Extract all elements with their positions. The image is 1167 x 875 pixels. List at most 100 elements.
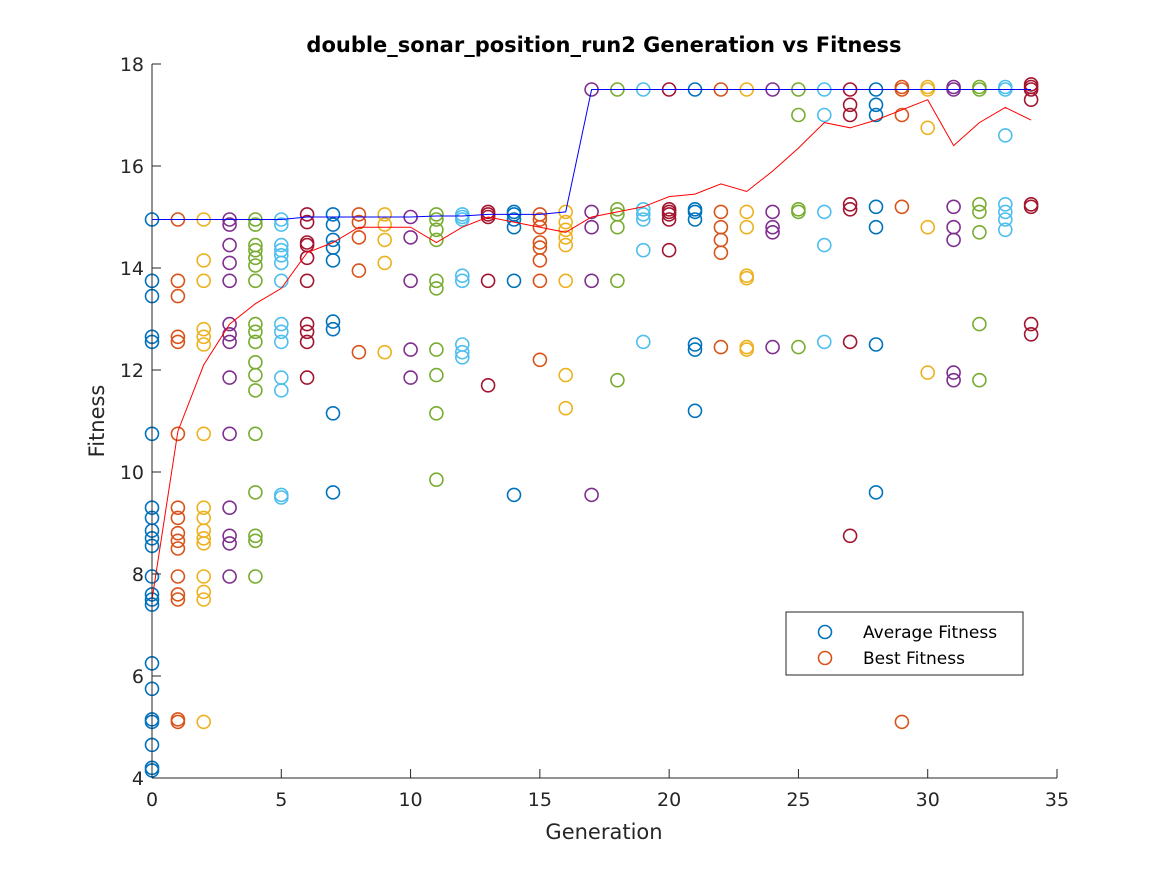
- data-point: [687, 212, 703, 227]
- data-point: [273, 383, 289, 398]
- data-point: [713, 339, 729, 355]
- data-point: [222, 217, 237, 232]
- data-point: [248, 258, 263, 273]
- data-point: [273, 334, 289, 350]
- data-point: [273, 237, 289, 253]
- data-point: [248, 383, 263, 398]
- data-point: [325, 232, 341, 248]
- data-point: [972, 197, 987, 212]
- data-point: [558, 237, 574, 253]
- data-point: [325, 321, 341, 337]
- data-point: [299, 207, 315, 222]
- data-point: [196, 584, 211, 600]
- data-point: [868, 97, 884, 113]
- data-point: [532, 352, 548, 368]
- data-point: [273, 324, 289, 340]
- data-point: [170, 541, 186, 556]
- average-fitness-line: [152, 89, 1032, 220]
- data-point: [765, 219, 780, 235]
- data-point: [946, 199, 961, 215]
- data-point: [325, 314, 341, 329]
- data-point: [429, 273, 444, 289]
- data-point: [454, 268, 470, 284]
- legend-marker-average: [817, 624, 833, 640]
- data-point: [170, 510, 186, 526]
- data-point: [635, 202, 651, 217]
- best-fitness-line: [151, 99, 1032, 600]
- data-point: [170, 533, 186, 549]
- data-point: [351, 263, 367, 278]
- axes: 0 5 10 15 20 25 30 35 4 6 8 10 12 14 16 18: [120, 54, 1069, 811]
- data-point: [196, 714, 211, 730]
- data-point: [842, 97, 858, 113]
- data-point: [299, 316, 315, 332]
- data-point: [248, 217, 263, 232]
- data-point: [273, 255, 289, 271]
- data-point: [997, 212, 1013, 227]
- data-point: [920, 365, 936, 380]
- data-point: [480, 273, 496, 289]
- data-point: [325, 405, 341, 421]
- data-point: [196, 273, 211, 289]
- data-point: [377, 207, 393, 222]
- data-point: [868, 107, 884, 123]
- data-point: [170, 714, 186, 730]
- data-point: [739, 270, 755, 286]
- data-point: [273, 273, 289, 289]
- data-point: [403, 342, 418, 357]
- data-point: [558, 214, 574, 230]
- data-point: [946, 372, 961, 388]
- data-point: [222, 569, 237, 584]
- data-point: [972, 372, 987, 388]
- data-point: [222, 334, 237, 350]
- data-point: [610, 372, 625, 388]
- data-point: [454, 212, 470, 227]
- data-point: [196, 337, 211, 352]
- data-point: [765, 225, 780, 240]
- data-point: [325, 253, 341, 268]
- data-point: [377, 232, 393, 248]
- data-point: [196, 329, 211, 345]
- data-point: [170, 334, 186, 350]
- data-point: [842, 528, 858, 544]
- data-point: [248, 250, 263, 266]
- data-point: [1023, 326, 1039, 342]
- data-point: [842, 202, 858, 217]
- data-point: [687, 204, 703, 220]
- data-point: [273, 316, 289, 332]
- data-point: [920, 219, 936, 235]
- data-point: [248, 533, 263, 549]
- data-point: [273, 248, 289, 263]
- data-point: [868, 219, 884, 235]
- data-point: [325, 207, 341, 222]
- data-point: [170, 569, 186, 584]
- data-point: [610, 202, 625, 217]
- data-point: [196, 569, 211, 584]
- data-point: [816, 204, 832, 220]
- data-point: [584, 273, 599, 289]
- data-point: [946, 365, 961, 380]
- data-point: [894, 107, 910, 123]
- data-point: [972, 225, 987, 240]
- data-point: [661, 212, 677, 227]
- legend-label-best: Best Fitness: [863, 649, 965, 669]
- y-tick-label: 12: [120, 360, 144, 382]
- data-point: [868, 485, 884, 500]
- data-point: [170, 288, 186, 304]
- data-point: [739, 219, 755, 235]
- data-point: [997, 128, 1013, 143]
- x-tick-label: 30: [916, 789, 940, 811]
- data-point: [765, 339, 780, 355]
- data-point: [610, 273, 625, 289]
- data-point: [558, 204, 574, 220]
- data-point: [739, 342, 755, 357]
- data-point: [273, 490, 289, 505]
- data-point: [351, 214, 367, 230]
- data-point: [248, 569, 263, 584]
- data-point: [480, 377, 496, 393]
- data-point: [273, 217, 289, 232]
- data-point: [791, 107, 806, 123]
- data-point: [997, 222, 1013, 238]
- data-point: [429, 212, 444, 227]
- data-point: [299, 273, 315, 289]
